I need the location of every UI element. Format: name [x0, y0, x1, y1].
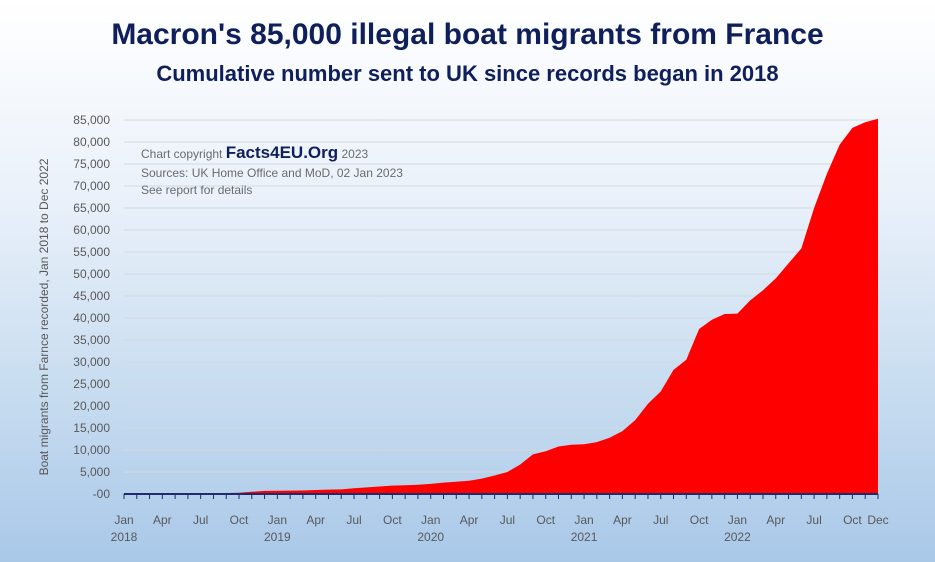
x-tick-label: Jul — [500, 513, 515, 527]
y-tick-label: 55,000 — [73, 245, 110, 259]
x-tick-label: Jul — [653, 513, 668, 527]
y-tick-label: 75,000 — [73, 157, 110, 171]
y-tick-label: 20,000 — [73, 399, 110, 413]
y-tick-label: 45,000 — [73, 289, 110, 303]
y-tick-label: -00 — [93, 487, 111, 501]
chart-title: Macron's 85,000 illegal boat migrants fr… — [111, 18, 824, 51]
y-tick-label: 25,000 — [73, 377, 110, 391]
chart-subtitle: Cumulative number sent to UK since recor… — [156, 61, 779, 86]
x-year-label: 2020 — [417, 530, 444, 544]
y-axis-label: Boat migrants from Farnce recorded, Jan … — [37, 158, 51, 475]
y-tick-label: 15,000 — [73, 421, 110, 435]
copyright-year: 2023 — [341, 147, 369, 161]
x-tick-label: Apr — [153, 513, 172, 527]
y-tick-label: 85,000 — [73, 113, 110, 127]
y-tick-label: 35,000 — [73, 333, 110, 347]
x-tick-label: Oct — [536, 513, 555, 527]
y-axis-ticks: 85,000 80,000 75,000 70,000 65,000 60,000 55,0… — [73, 113, 110, 501]
brand-logo-text: Facts4EU.Org — [225, 143, 339, 162]
x-tick-label: Jan — [728, 513, 747, 527]
x-tick-label: Jan — [574, 513, 593, 527]
y-tick-label: 80,000 — [73, 135, 110, 149]
y-tick-label: 5,000 — [80, 465, 110, 479]
x-year-label: 2021 — [571, 530, 598, 544]
x-year-label: 2018 — [111, 530, 138, 544]
y-tick-label: 65,000 — [73, 201, 110, 215]
x-tick-label: Apr — [460, 513, 479, 527]
x-tick-label: Oct — [690, 513, 709, 527]
x-year-label: 2022 — [724, 530, 751, 544]
x-tick-label: Jan — [268, 513, 287, 527]
copyright-note: Chart copyright Facts4EU.Org 2023 — [141, 143, 368, 163]
y-tick-label: 50,000 — [73, 267, 110, 281]
x-tick-label: Oct — [843, 513, 862, 527]
x-year-label: 2019 — [264, 530, 291, 544]
sources-note: Sources: UK Home Office and MoD, 02 Jan … — [141, 166, 403, 180]
x-tick-label: Oct — [230, 513, 249, 527]
x-tick-label: Jul — [806, 513, 821, 527]
x-tick-label: Apr — [613, 513, 632, 527]
x-tick-label: Apr — [766, 513, 785, 527]
x-tick-label: Apr — [306, 513, 325, 527]
x-tick-label: Oct — [383, 513, 402, 527]
x-tick-label: Jul — [346, 513, 361, 527]
y-tick-label: 60,000 — [73, 223, 110, 237]
y-tick-label: 30,000 — [73, 355, 110, 369]
area-series — [124, 118, 878, 494]
x-tick-label: Jan — [421, 513, 440, 527]
y-tick-label: 70,000 — [73, 179, 110, 193]
y-tick-label: 10,000 — [73, 443, 110, 457]
area-layer — [124, 118, 878, 494]
copyright-prefix: Chart copyright — [141, 147, 223, 161]
report-note: See report for details — [141, 183, 253, 197]
y-tick-label: 40,000 — [73, 311, 110, 325]
x-axis: Jan 2018 Apr Jul Oct Jan 2019 Apr Jul Oct Jan 2020 A… — [111, 493, 889, 544]
x-tick-label: Jul — [193, 513, 208, 527]
x-tick-label: Dec — [867, 513, 888, 527]
x-tick-label: Jan — [114, 513, 133, 527]
